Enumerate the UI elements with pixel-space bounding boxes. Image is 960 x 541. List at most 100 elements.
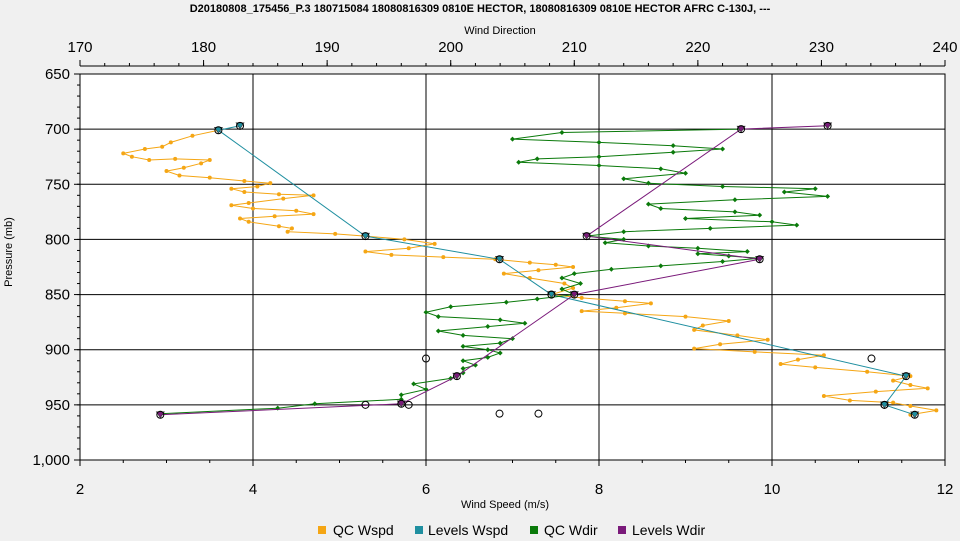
data-point-qc-wspd — [765, 337, 770, 342]
data-point-qc-wdir — [497, 340, 503, 346]
data-point-qc-wdir — [683, 170, 688, 176]
data-point-qc-wspd — [229, 186, 234, 191]
data-point-qc-wspd — [294, 208, 299, 213]
level-circle-marker — [910, 410, 919, 419]
data-point-qc-wdir — [670, 149, 676, 155]
y-tick-label: 850 — [45, 287, 70, 304]
data-point-qc-wdir — [670, 143, 676, 149]
legend-item-levels-wspd[interactable]: Levels Wspd — [415, 522, 508, 538]
data-point-qc-wspd — [207, 175, 212, 180]
level-circle-marker — [361, 400, 370, 409]
data-point-qc-wspd — [207, 158, 212, 163]
data-point-qc-wspd — [683, 314, 688, 319]
data-point-qc-wdir — [794, 222, 800, 228]
data-point-qc-wdir — [658, 166, 664, 172]
data-point-qc-wspd — [908, 403, 913, 408]
data-point-qc-wspd — [164, 169, 169, 174]
data-point-qc-wspd — [579, 309, 584, 314]
data-point-qc-wdir — [485, 324, 491, 330]
data-point-qc-wspd — [129, 154, 134, 159]
data-point-qc-wdir — [621, 176, 627, 182]
level-circle-marker — [547, 290, 556, 299]
series-line-levels-wdir — [160, 125, 828, 416]
data-point-qc-wdir — [448, 304, 454, 310]
level-circle-marker — [236, 121, 245, 130]
data-point-qc-wdir — [522, 320, 528, 326]
data-point-qc-wdir — [571, 271, 577, 277]
data-point-qc-wspd — [441, 255, 446, 260]
data-point-qc-wspd — [246, 201, 251, 206]
x2-tick-label: 240 — [932, 39, 957, 56]
level-circle-marker — [495, 409, 504, 418]
data-point-qc-wdir — [510, 336, 515, 342]
data-point-qc-wdir — [460, 358, 466, 364]
data-point-qc-wspd — [242, 190, 247, 195]
y-tick-label: 700 — [45, 121, 70, 138]
legend: QC Wspd Levels Wspd QC Wdir Levels Wdir — [318, 522, 705, 538]
data-point-qc-wspd — [406, 246, 411, 251]
level-circle-marker — [570, 290, 579, 299]
x-tick-label: 6 — [422, 481, 430, 498]
data-point-qc-wspd — [795, 357, 800, 362]
data-point-qc-wspd — [285, 229, 290, 234]
data-point-qc-wdir — [769, 219, 775, 225]
series-qc-wspd — [121, 128, 939, 417]
level-circle-marker — [361, 232, 370, 241]
data-point-levels-wdir — [736, 125, 746, 133]
x-tick-label: 10 — [764, 481, 781, 498]
data-point-qc-wdir — [645, 180, 651, 186]
data-point-qc-wdir — [398, 392, 404, 398]
data-point-qc-wspd — [718, 342, 723, 347]
data-point-qc-wspd — [692, 327, 697, 332]
level-markers — [156, 121, 919, 419]
data-point-qc-wspd — [579, 295, 584, 300]
data-point-qc-wdir — [485, 347, 491, 353]
x2-tick-label: 180 — [191, 39, 216, 56]
level-circle-marker — [495, 255, 504, 264]
x2-tick-label: 220 — [685, 39, 710, 56]
data-point-qc-wspd — [199, 161, 204, 166]
data-point-qc-wdir — [577, 281, 583, 287]
data-point-qc-wdir — [435, 314, 441, 320]
data-point-qc-wdir — [534, 296, 540, 302]
x2-tick-label: 170 — [67, 39, 92, 56]
data-point-qc-wspd — [177, 173, 182, 178]
data-point-qc-wdir — [695, 251, 701, 257]
legend-label-qc-wspd: QC Wspd — [333, 522, 394, 538]
data-point-qc-wdir — [658, 206, 664, 212]
legend-item-qc-wdir[interactable]: QC Wdir — [530, 522, 598, 538]
x-tick-label: 12 — [937, 481, 954, 498]
data-point-qc-wdir — [435, 328, 441, 334]
data-point-qc-wdir — [744, 249, 750, 255]
data-point-qc-wspd — [173, 156, 178, 161]
top-axis-title: Wind Direction — [464, 25, 536, 37]
data-point-qc-wspd — [238, 216, 243, 221]
data-point-qc-wspd — [562, 281, 567, 286]
legend-item-qc-wspd[interactable]: QC Wspd — [318, 522, 394, 538]
axes: 2 4 6 8 10 12 170 180 190 200 210 220 230 240 650 700 75… — [32, 39, 957, 498]
level-circle-marker — [404, 400, 413, 409]
data-point-levels-wspd — [910, 411, 920, 419]
data-point-qc-wspd — [255, 184, 260, 189]
data-point-qc-wspd — [281, 196, 286, 201]
data-point-qc-wspd — [571, 285, 576, 290]
data-point-qc-wdir — [621, 229, 627, 235]
x-tick-label: 2 — [76, 481, 84, 498]
data-point-qc-wdir — [757, 212, 763, 218]
level-circle-marker — [422, 354, 430, 363]
data-point-qc-wspd — [246, 219, 251, 224]
data-point-qc-wdir — [608, 266, 614, 272]
data-point-qc-wspd — [242, 178, 247, 183]
data-point-qc-wdir — [460, 343, 466, 349]
left-axis-title: Pressure (mb) — [3, 217, 15, 287]
data-point-qc-wspd — [813, 365, 818, 370]
level-circle-marker — [452, 372, 461, 381]
data-point-qc-wspd — [891, 400, 896, 405]
x2-tick-label: 200 — [438, 39, 463, 56]
x2-tick-label: 190 — [315, 39, 340, 56]
legend-swatch-levels-wspd — [415, 526, 423, 534]
data-point-qc-wspd — [311, 212, 316, 217]
legend-item-levels-wdir[interactable]: Levels Wdir — [618, 522, 705, 538]
data-point-qc-wspd — [553, 262, 558, 267]
